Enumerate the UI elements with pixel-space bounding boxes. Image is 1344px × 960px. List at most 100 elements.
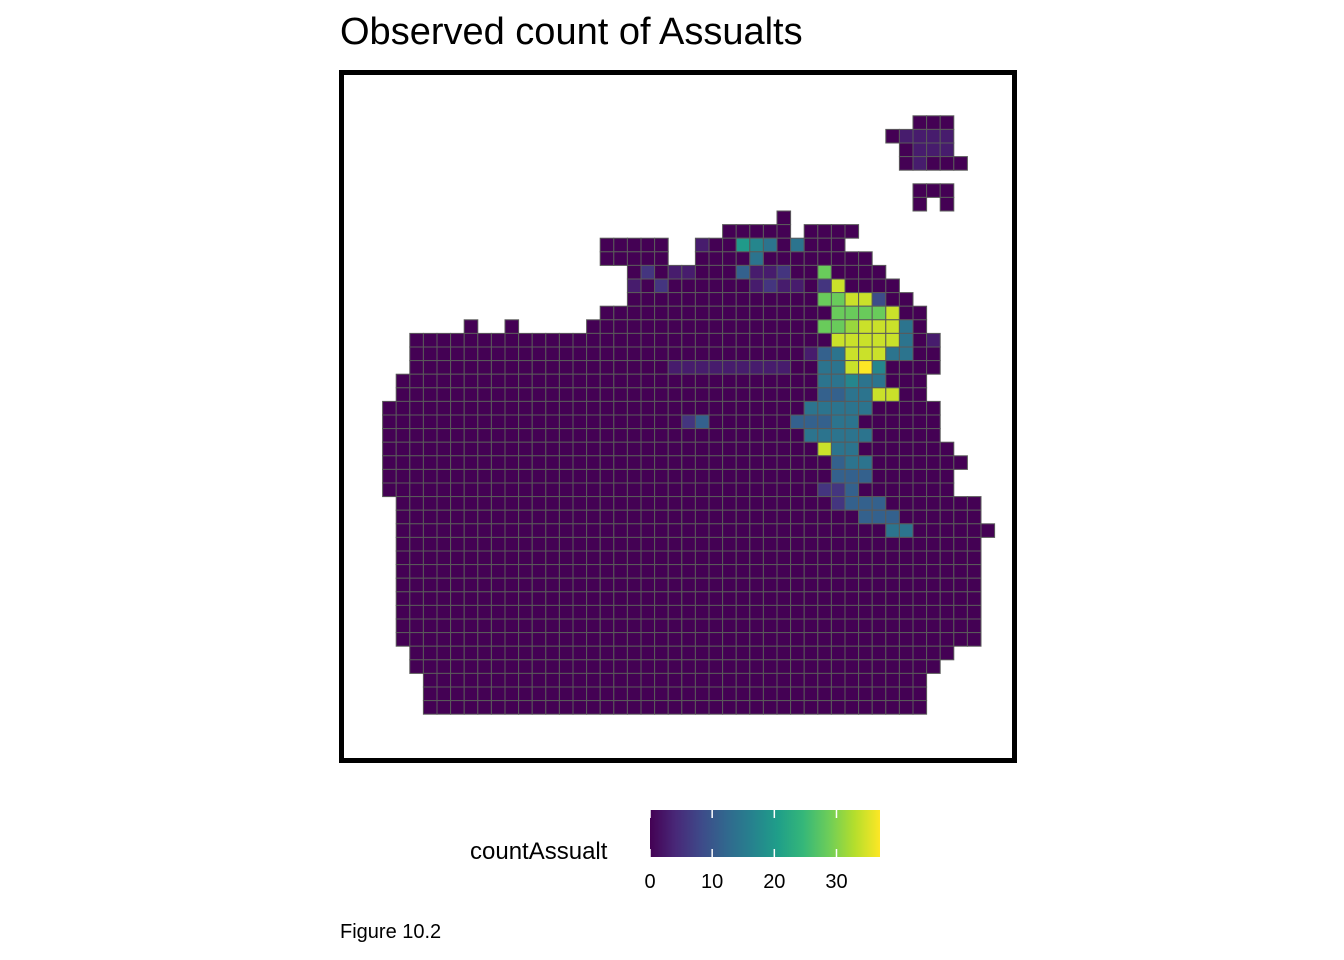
- grid-cell: [626, 482, 642, 498]
- grid-cell: [558, 414, 574, 430]
- grid-cell: [898, 686, 914, 702]
- grid-cell: [912, 672, 928, 688]
- grid-cell: [613, 700, 628, 715]
- grid-cell: [613, 550, 628, 566]
- grid-cell: [871, 319, 887, 334]
- grid-cell: [885, 509, 900, 525]
- grid-cell: [844, 482, 860, 498]
- grid-cell: [926, 604, 941, 620]
- grid-cell: [450, 400, 465, 416]
- grid-cell: [640, 468, 656, 484]
- grid-cell: [790, 645, 805, 661]
- grid-cell: [422, 672, 438, 688]
- grid-cell: [898, 128, 914, 144]
- grid-cell: [926, 115, 941, 130]
- grid-cell: [640, 414, 656, 430]
- grid-cell: [735, 319, 751, 334]
- grid-cell: [422, 428, 438, 443]
- grid-cell: [395, 509, 411, 525]
- grid-cell: [613, 237, 628, 253]
- grid-cell: [450, 632, 465, 647]
- grid-cell: [803, 387, 819, 402]
- legend-tick-label: 30: [825, 871, 847, 893]
- grid-cell: [817, 523, 832, 538]
- grid-cell: [436, 496, 452, 511]
- grid-cell: [586, 686, 601, 702]
- grid-cell: [803, 441, 819, 457]
- grid-cell: [694, 686, 710, 702]
- grid-cell: [735, 536, 751, 552]
- grid-cell: [586, 496, 601, 511]
- grid-cell: [966, 523, 982, 538]
- grid-cell: [939, 536, 955, 552]
- grid-cell: [477, 441, 492, 457]
- grid-cell: [830, 645, 846, 661]
- grid-cell: [694, 523, 710, 538]
- grid-cell: [681, 523, 696, 538]
- grid-cell: [558, 509, 574, 525]
- grid-cell: [654, 550, 669, 566]
- grid-cell: [518, 645, 533, 661]
- grid-cell: [422, 332, 438, 348]
- grid-cell: [885, 496, 900, 511]
- grid-cell: [518, 400, 533, 416]
- grid-cell: [694, 577, 710, 593]
- grid-cell: [735, 577, 751, 593]
- grid-cell: [667, 482, 683, 498]
- grid-cell: [450, 428, 465, 443]
- grid-cell: [708, 319, 724, 334]
- grid-cell: [708, 604, 724, 620]
- grid-cell: [803, 251, 819, 266]
- grid-cell: [885, 428, 900, 443]
- grid-cell: [545, 482, 560, 498]
- grid-cell: [708, 373, 724, 389]
- grid-cell: [613, 414, 628, 430]
- grid-cell: [898, 319, 914, 334]
- grid-cell: [830, 224, 846, 239]
- grid-cell: [817, 468, 832, 484]
- grid-cell: [708, 251, 724, 266]
- grid-cell: [640, 564, 656, 579]
- grid-cell: [708, 577, 724, 593]
- grid-cell: [749, 264, 764, 280]
- grid-cell: [586, 618, 601, 634]
- grid-cell: [395, 536, 411, 552]
- grid-cell: [871, 700, 887, 715]
- grid-cell: [422, 468, 438, 484]
- grid-cell: [599, 659, 615, 674]
- grid-cell: [531, 618, 547, 634]
- grid-cell: [885, 482, 900, 498]
- grid-cell: [871, 414, 887, 430]
- grid-cell: [790, 278, 805, 294]
- grid-cell: [518, 482, 533, 498]
- grid-cell: [626, 618, 642, 634]
- grid-cell: [830, 441, 846, 457]
- grid-cell: [939, 591, 955, 606]
- grid-cell: [667, 672, 683, 688]
- grid-cell: [885, 632, 900, 647]
- grid-cell: [898, 455, 914, 470]
- grid-cell: [586, 319, 601, 334]
- grid-cell: [762, 604, 778, 620]
- grid-cell: [844, 264, 860, 280]
- grid-cell: [545, 632, 560, 647]
- grid-cell: [939, 468, 955, 484]
- grid-cell: [640, 604, 656, 620]
- grid-cell: [545, 577, 560, 593]
- grid-cell: [912, 196, 928, 212]
- grid-cell: [422, 618, 438, 634]
- grid-cell: [953, 550, 968, 566]
- grid-cell: [871, 278, 887, 294]
- grid-cell: [912, 183, 928, 198]
- grid-cell: [572, 441, 588, 457]
- grid-cell: [885, 278, 900, 294]
- grid-cell: [776, 346, 792, 362]
- grid-cell: [708, 264, 724, 280]
- grid-cell: [518, 564, 533, 579]
- grid-cell: [708, 441, 724, 457]
- grid-cell: [762, 428, 778, 443]
- grid-cell: [504, 332, 520, 348]
- grid-cell: [790, 550, 805, 566]
- grid-cell: [599, 360, 615, 375]
- grid-cell: [436, 360, 452, 375]
